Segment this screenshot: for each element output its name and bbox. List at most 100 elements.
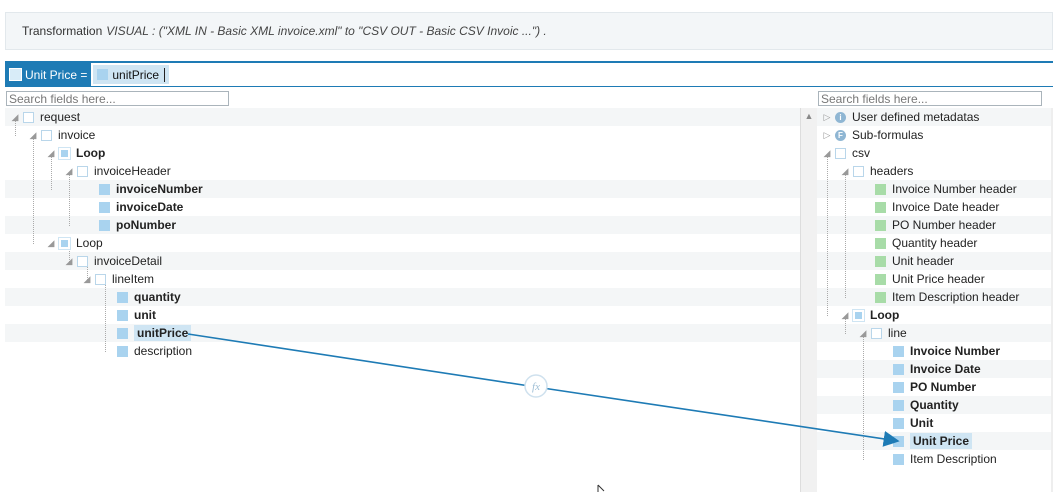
collapse-icon[interactable]: ◢ bbox=[859, 327, 867, 338]
element-icon bbox=[77, 255, 88, 267]
tree-node-field[interactable]: Quantity bbox=[893, 396, 959, 414]
collapse-icon[interactable]: ◢ bbox=[65, 165, 73, 176]
right-scrollbar[interactable] bbox=[1051, 108, 1053, 492]
field-icon bbox=[893, 399, 904, 411]
constant-field-icon bbox=[875, 291, 886, 303]
source-tree: ◢ request ◢ invoice ◢ Loop ◢ invoiceHead… bbox=[5, 108, 800, 492]
tree-node-invoicedetail[interactable]: ◢ invoiceDetail bbox=[63, 252, 163, 270]
element-icon bbox=[41, 129, 52, 141]
collapse-icon[interactable]: ◢ bbox=[83, 273, 91, 284]
collapse-icon[interactable]: ◢ bbox=[841, 309, 849, 320]
field-icon bbox=[893, 363, 904, 375]
tree-node-loop[interactable]: ◢ Loop bbox=[45, 144, 106, 162]
formula-bar: Unit Price = unitPrice bbox=[5, 61, 1053, 87]
element-icon bbox=[77, 165, 88, 177]
formula-expression[interactable]: unitPrice bbox=[93, 65, 170, 84]
tree-node-csv[interactable]: ◢ csv bbox=[821, 144, 870, 162]
left-scrollbar[interactable]: ▲ bbox=[800, 108, 817, 492]
constant-field-icon bbox=[875, 183, 886, 195]
tree-node-sub-formulas[interactable]: ▷ F Sub-formulas bbox=[821, 126, 924, 144]
collapse-icon[interactable]: ◢ bbox=[29, 129, 37, 140]
constant-field-icon bbox=[875, 273, 886, 285]
element-icon bbox=[95, 273, 106, 285]
tree-node-header-field[interactable]: Unit Price header bbox=[875, 270, 985, 288]
target-tree: ▷ i User defined metadatas ▷ F Sub-formu… bbox=[817, 108, 1051, 492]
loop-icon bbox=[852, 308, 865, 322]
field-icon bbox=[893, 417, 904, 429]
tree-node-header-field[interactable]: PO Number header bbox=[875, 216, 996, 234]
tree-node-field[interactable]: Unit bbox=[893, 414, 933, 432]
info-icon: i bbox=[835, 111, 846, 123]
tree-node-user-defined-metadatas[interactable]: ▷ i User defined metadatas bbox=[821, 108, 980, 126]
mouse-cursor-icon bbox=[597, 484, 605, 492]
tree-node-headers[interactable]: ◢ headers bbox=[839, 162, 914, 180]
tree-node-header-field[interactable]: Item Description header bbox=[875, 288, 1019, 306]
tree-node-line[interactable]: ◢ line bbox=[857, 324, 907, 342]
field-icon bbox=[9, 68, 22, 81]
function-icon[interactable]: fx bbox=[524, 374, 548, 398]
expand-icon[interactable]: ▷ bbox=[823, 111, 831, 122]
tree-node-invoicenumber[interactable]: invoiceNumber bbox=[99, 180, 203, 198]
tree-node-quantity[interactable]: quantity bbox=[117, 288, 181, 306]
element-icon bbox=[835, 147, 846, 159]
field-icon bbox=[117, 345, 128, 357]
constant-field-icon bbox=[875, 255, 886, 267]
tree-node-loop[interactable]: ◢ Loop bbox=[839, 306, 900, 324]
tree-node-header-field[interactable]: Quantity header bbox=[875, 234, 977, 252]
field-icon bbox=[893, 345, 904, 357]
formula-target: Unit Price = bbox=[5, 63, 92, 86]
element-icon bbox=[853, 165, 864, 177]
constant-field-icon bbox=[875, 201, 886, 213]
tree-node-field[interactable]: Invoice Date bbox=[893, 360, 981, 378]
tree-node-invoice[interactable]: ◢ invoice bbox=[27, 126, 96, 144]
transformation-banner: Transformation VISUAL : ("XML IN - Basic… bbox=[5, 12, 1053, 50]
tree-node-header-field[interactable]: Unit header bbox=[875, 252, 954, 270]
field-icon bbox=[117, 291, 128, 303]
tree-node-description[interactable]: description bbox=[117, 342, 192, 360]
tree-node-header-field[interactable]: Invoice Date header bbox=[875, 198, 999, 216]
tree-node-unitprice[interactable]: unitPrice bbox=[117, 324, 192, 342]
scroll-up-icon[interactable]: ▲ bbox=[804, 111, 814, 121]
tree-node-field[interactable]: PO Number bbox=[893, 378, 976, 396]
right-search-input[interactable] bbox=[818, 91, 1042, 106]
field-icon bbox=[893, 381, 904, 393]
formula-expression-text: unitPrice bbox=[112, 67, 160, 82]
collapse-icon[interactable]: ◢ bbox=[823, 147, 831, 158]
tree-node-field[interactable]: Item Description bbox=[893, 450, 997, 468]
tree-node-header-field[interactable]: Invoice Number header bbox=[875, 180, 1017, 198]
element-icon bbox=[23, 111, 34, 123]
field-icon bbox=[117, 327, 128, 339]
tree-node-invoicedate[interactable]: invoiceDate bbox=[99, 198, 183, 216]
constant-field-icon bbox=[875, 237, 886, 249]
loop-icon bbox=[58, 236, 71, 250]
tree-node-ponumber[interactable]: poNumber bbox=[99, 216, 176, 234]
tree-node-unit[interactable]: unit bbox=[117, 306, 156, 324]
field-icon bbox=[99, 201, 110, 213]
function-icon-label: fx bbox=[532, 381, 540, 393]
tree-node-invoiceheader[interactable]: ◢ invoiceHeader bbox=[63, 162, 171, 180]
left-search-input[interactable] bbox=[6, 91, 229, 106]
field-icon bbox=[893, 453, 904, 465]
tree-node-lineitem[interactable]: ◢ lineItem bbox=[81, 270, 155, 288]
expand-icon[interactable]: ▷ bbox=[823, 129, 831, 140]
formula-icon: F bbox=[835, 129, 846, 141]
tree-node-request[interactable]: ◢ request bbox=[9, 108, 81, 126]
collapse-icon[interactable]: ◢ bbox=[47, 147, 55, 158]
text-caret bbox=[164, 67, 166, 82]
field-icon bbox=[99, 219, 110, 231]
element-icon bbox=[871, 327, 882, 339]
tree-node-field[interactable]: Invoice Number bbox=[893, 342, 1000, 360]
formula-target-label: Unit Price = bbox=[25, 67, 88, 82]
loop-icon bbox=[58, 146, 71, 160]
banner-label: Transformation bbox=[22, 24, 103, 38]
tree-node-loop[interactable]: ◢ Loop bbox=[45, 234, 103, 252]
field-icon bbox=[117, 309, 128, 321]
field-icon bbox=[97, 69, 109, 80]
collapse-icon[interactable]: ◢ bbox=[65, 255, 73, 266]
banner-description: VISUAL : ("XML IN - Basic XML invoice.xm… bbox=[106, 24, 547, 38]
collapse-icon[interactable]: ◢ bbox=[47, 237, 55, 248]
collapse-icon[interactable]: ◢ bbox=[11, 111, 19, 122]
field-icon bbox=[99, 183, 110, 195]
tree-node-unit-price[interactable]: Unit Price bbox=[893, 432, 973, 450]
collapse-icon[interactable]: ◢ bbox=[841, 165, 849, 176]
